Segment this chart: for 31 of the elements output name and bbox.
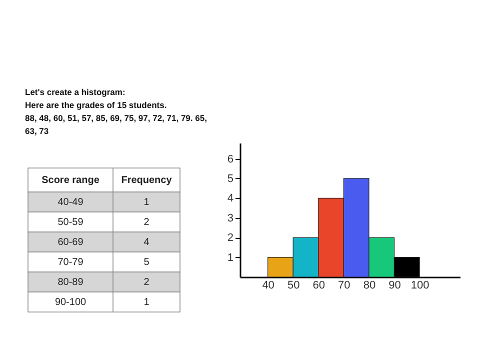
y-tick-label: 1 — [227, 252, 234, 264]
text: Here are the grades of 15 students. — [25, 100, 167, 110]
y-tick-label: 5 — [227, 172, 234, 185]
x-tick-label: 90 — [388, 280, 401, 292]
x-tick-label: 100 — [410, 280, 430, 292]
text: 2 — [144, 277, 150, 288]
x-tick-label: 80 — [363, 280, 376, 292]
text: 1 — [144, 297, 150, 308]
text: 70-79 — [58, 257, 84, 268]
x-tick-label: 40 — [262, 280, 274, 292]
y-tick-label: 3 — [227, 212, 234, 224]
y-tick-label: 6 — [227, 153, 234, 166]
text: 80-89 — [58, 277, 84, 288]
text: 5 — [144, 257, 150, 268]
text: 1 — [144, 197, 150, 208]
x-tick-label: 60 — [312, 280, 326, 292]
y-tick-label: 4 — [227, 192, 234, 205]
text: 50-59 — [58, 217, 84, 228]
y-tick-label: 2 — [227, 232, 234, 244]
text: Score range — [42, 175, 100, 186]
text: 90-100 — [54, 297, 87, 308]
text: 4 — [144, 237, 150, 248]
text: 2 — [144, 217, 150, 228]
x-tick-label: 50 — [287, 280, 300, 292]
text: 88, 48, 60, 51, 57, 85, 69, 75, 97, 72, 71, 79. 65, — [25, 113, 207, 123]
text: Frequency — [121, 175, 172, 186]
text: Let's create a histogram: — [25, 87, 126, 97]
text: 63, 73 — [25, 126, 49, 136]
text: 60-69 — [58, 237, 84, 248]
text: 40-49 — [58, 197, 84, 208]
x-tick-label: 70 — [338, 280, 350, 292]
